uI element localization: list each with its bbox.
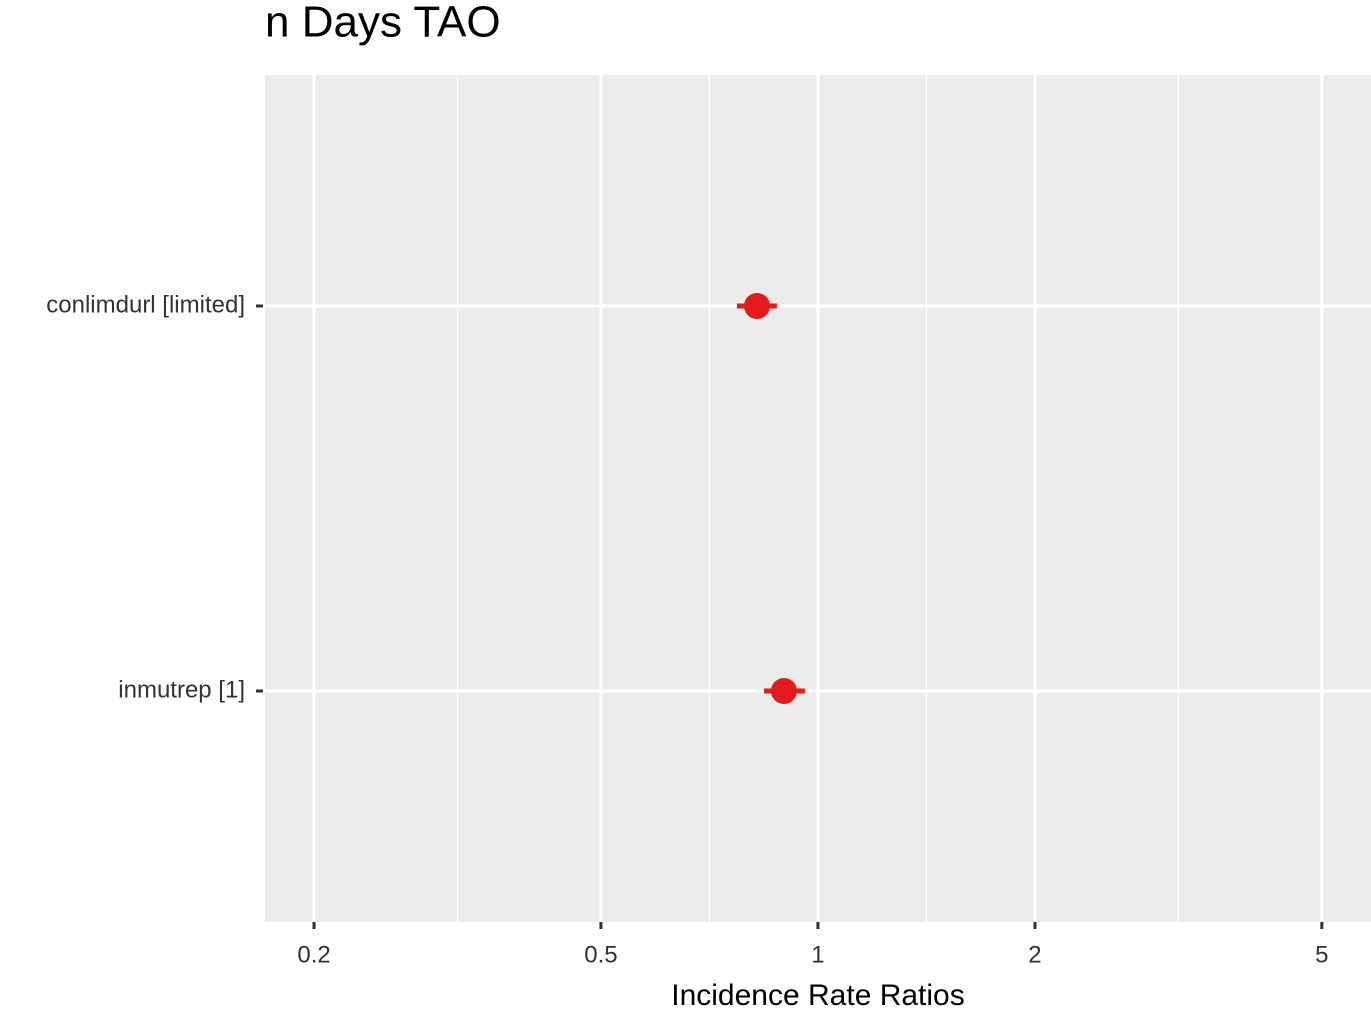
x-tick-label: 1 xyxy=(811,941,824,968)
x-tick-label: 5 xyxy=(1315,941,1328,968)
x-tick-label: 2 xyxy=(1028,941,1041,968)
x-tick-label: 0.5 xyxy=(584,941,617,968)
y-tick-label: conlimdurl [limited] xyxy=(46,291,245,318)
point xyxy=(770,678,797,704)
x-axis-label: Incidence Rate Ratios xyxy=(671,979,965,1009)
chart-title: n Days TAO xyxy=(265,0,501,47)
point xyxy=(743,293,770,319)
y-tick-label: inmutrep [1] xyxy=(118,676,245,703)
x-tick-label: 0.2 xyxy=(297,941,330,968)
